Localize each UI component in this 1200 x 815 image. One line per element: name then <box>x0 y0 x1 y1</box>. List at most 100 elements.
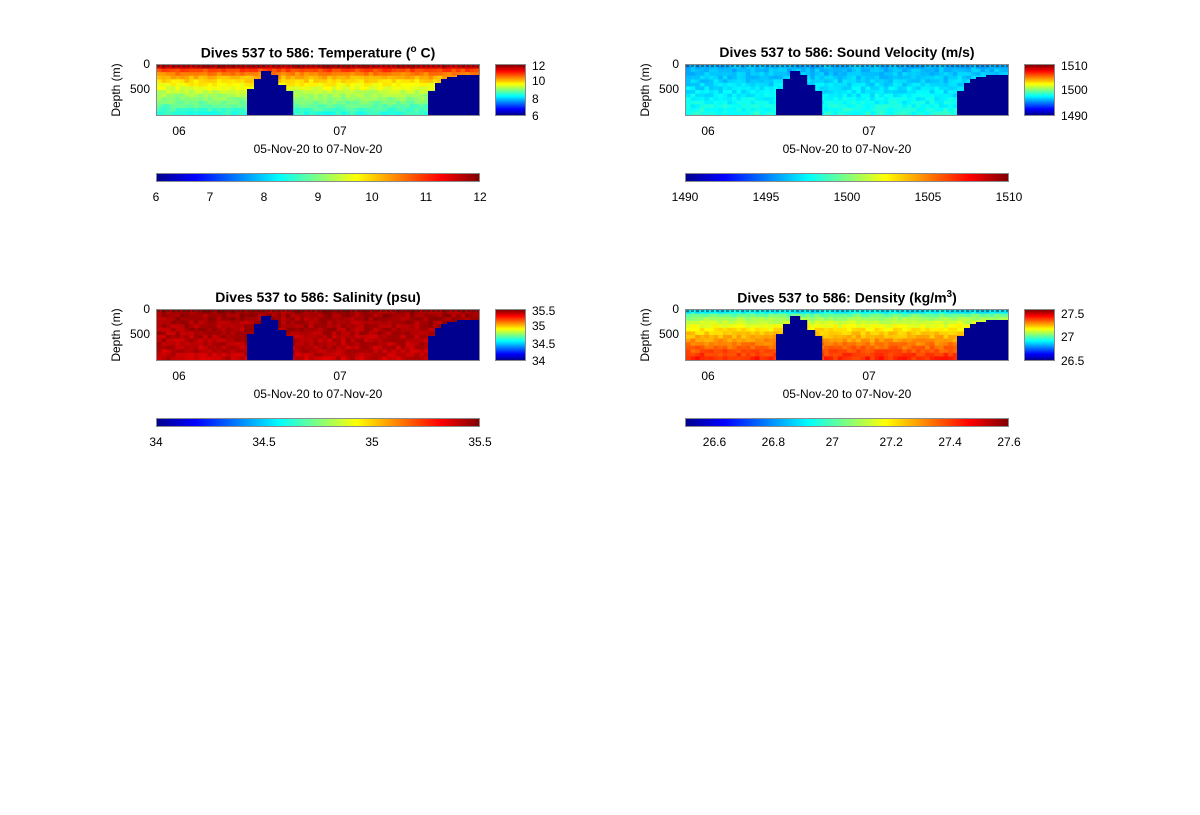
heatmap-cell <box>929 313 935 318</box>
heatmap-cell <box>235 75 241 80</box>
heatmap-cell <box>336 75 342 80</box>
heatmap-cell <box>860 75 866 80</box>
no-data-mask <box>793 316 795 360</box>
heatmap-cell <box>313 100 319 105</box>
heatmap-cell <box>198 320 204 325</box>
heatmap-cell <box>212 97 218 102</box>
heatmap-cell <box>939 100 945 105</box>
heatmap-cell <box>235 331 241 336</box>
heatmap-cell <box>718 82 724 88</box>
heatmap-cell <box>221 97 227 102</box>
heatmap-cell <box>359 111 365 115</box>
heatmap-cell <box>382 82 388 88</box>
heatmap-cell <box>920 86 926 91</box>
heatmap-cell <box>281 320 287 325</box>
heatmap-cell <box>290 317 296 322</box>
no-data-mask <box>814 85 816 115</box>
no-data-mask <box>462 75 464 115</box>
no-data-mask <box>471 320 473 360</box>
heatmap-cell <box>755 79 761 84</box>
heatmap-cell <box>934 104 940 109</box>
no-data-mask <box>466 320 468 360</box>
heatmap-cell <box>722 86 728 91</box>
no-data-mask <box>991 75 993 115</box>
heatmap-cell <box>828 86 834 91</box>
no-data-mask <box>968 83 970 115</box>
heatmap-cell <box>184 111 190 115</box>
heatmap-cell <box>285 75 291 80</box>
heatmap-cell <box>336 331 342 336</box>
heatmap-cell <box>768 310 774 315</box>
heatmap-cell <box>166 320 172 325</box>
heatmap-cell <box>239 68 245 73</box>
heatmap-cell <box>902 107 908 113</box>
heatmap-cell <box>382 93 388 98</box>
heatmap-cell <box>736 313 742 318</box>
heatmap-cell <box>713 90 719 95</box>
heatmap-cell <box>764 68 770 73</box>
heatmap-cell <box>704 349 710 354</box>
heatmap-cell <box>713 320 719 325</box>
heatmap-cell <box>239 75 245 80</box>
heatmap-cell <box>787 72 793 77</box>
heatmap-cell <box>870 79 876 84</box>
heatmap-cell <box>860 356 866 360</box>
heatmap-cell <box>207 320 213 325</box>
heatmap-cell <box>962 75 968 80</box>
heatmap-cell <box>345 331 351 336</box>
heatmap-cell <box>249 75 255 80</box>
heatmap-cell <box>874 104 880 109</box>
heatmap-cell <box>216 68 222 73</box>
no-data-mask <box>818 336 820 360</box>
no-data-mask <box>255 79 257 115</box>
heatmap-cell <box>759 93 765 98</box>
side-colorbar <box>1024 309 1055 361</box>
heatmap-cell <box>313 107 319 113</box>
heatmap-cell <box>244 82 250 88</box>
heatmap-cell <box>888 313 894 318</box>
heatmap-cell <box>157 65 163 70</box>
heatmap-cell <box>327 93 333 98</box>
heatmap-cell <box>161 107 167 113</box>
heatmap-cell <box>939 111 945 115</box>
heatmap-cell <box>410 79 416 84</box>
heatmap-cell <box>856 352 862 358</box>
heatmap-cell <box>718 335 724 340</box>
heatmap-cell <box>750 356 756 360</box>
heatmap-cell <box>870 72 876 77</box>
heatmap-cell <box>966 79 972 84</box>
no-data-mask <box>966 83 968 115</box>
heatmap-cell <box>203 75 209 80</box>
no-data-mask <box>976 77 978 115</box>
heatmap-cell <box>722 331 728 336</box>
heatmap-cell <box>387 320 393 325</box>
heatmap-cell <box>943 72 949 77</box>
heatmap-cell <box>879 313 885 318</box>
no-data-mask <box>268 71 270 115</box>
heatmap-cell <box>699 82 705 88</box>
x-tick-label: 07 <box>333 124 347 138</box>
heatmap-cell <box>410 68 416 73</box>
heatmap-cell <box>322 349 328 354</box>
no-data-mask <box>997 75 999 115</box>
heatmap-cell <box>175 338 181 343</box>
heatmap-cell <box>216 111 222 115</box>
heatmap-cell <box>943 349 949 354</box>
heatmap-cell <box>893 320 899 325</box>
heatmap-cell <box>755 104 761 109</box>
heatmap-cell <box>713 342 719 347</box>
heatmap-cell <box>985 65 991 70</box>
heatmap-cell <box>916 327 922 333</box>
heatmap-cell <box>810 327 816 333</box>
heatmap-cell <box>253 313 259 318</box>
heatmap-cell <box>161 313 167 318</box>
no-data-mask <box>276 320 278 360</box>
heatmap-cell <box>368 335 374 340</box>
heatmap-cell <box>704 335 710 340</box>
heatmap-cell <box>883 72 889 77</box>
heatmap-cell <box>433 310 439 315</box>
no-data-mask <box>792 316 794 360</box>
heatmap-cell <box>235 86 241 91</box>
heatmap-cell <box>722 90 728 95</box>
heatmap-cell <box>414 107 420 113</box>
